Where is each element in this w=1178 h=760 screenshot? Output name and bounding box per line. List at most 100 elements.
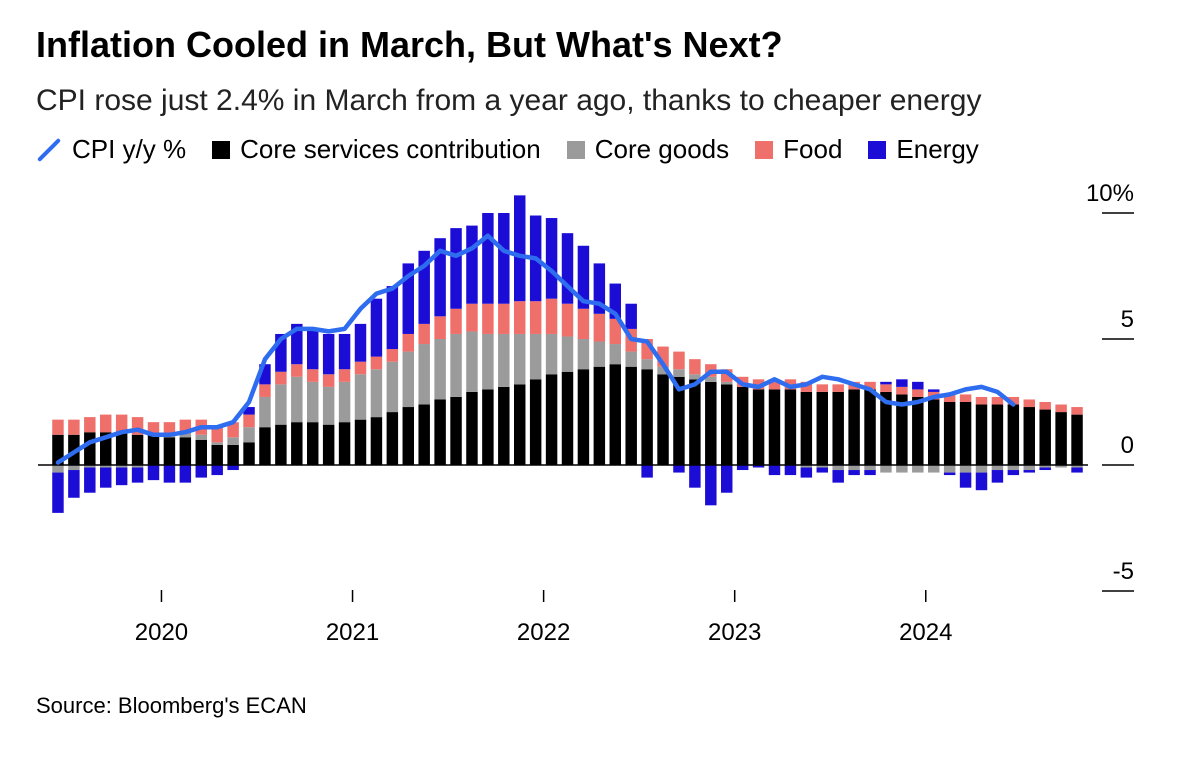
bar-core-services-contribution xyxy=(705,381,717,465)
bar-core-goods xyxy=(386,361,399,413)
bar-core-goods xyxy=(975,465,988,473)
y-tick-label: -5 xyxy=(1113,558,1134,585)
bar-core-goods xyxy=(418,344,430,405)
bar-food xyxy=(275,371,287,385)
bar-core-services-contribution xyxy=(1055,412,1067,465)
bar-energy xyxy=(163,465,176,483)
legend-label-cpi: CPI y/y % xyxy=(72,134,187,164)
bar-food xyxy=(211,427,223,443)
x-tick-label: 2022 xyxy=(517,619,570,646)
bar-core-services-contribution xyxy=(370,417,383,465)
bar-core-goods xyxy=(466,331,478,392)
bar-food xyxy=(975,396,988,405)
bar-energy xyxy=(84,467,96,493)
legend-label-energy: Energy xyxy=(896,134,979,164)
bar-energy xyxy=(641,465,653,478)
bar-energy xyxy=(147,465,160,481)
bar-food xyxy=(163,422,176,435)
bar-core-services-contribution xyxy=(450,396,462,465)
bar-energy xyxy=(689,465,701,488)
bar-core-goods xyxy=(131,465,144,468)
bar-food xyxy=(227,422,239,438)
bar-food xyxy=(115,414,128,433)
y-tick-label: 5 xyxy=(1121,306,1134,333)
bar-energy xyxy=(370,298,383,357)
bar-food xyxy=(880,384,892,392)
bar-core-goods xyxy=(657,366,669,375)
bar-core-services-contribution xyxy=(625,366,637,465)
bar-core-goods xyxy=(1023,465,1036,471)
bar-energy xyxy=(800,467,813,478)
bar-energy xyxy=(386,286,399,350)
bar-core-services-contribution xyxy=(561,371,574,465)
bar-food xyxy=(529,301,542,334)
bar-energy xyxy=(768,465,781,476)
bar-food xyxy=(784,379,797,390)
bar-core-services-contribution xyxy=(991,404,1004,465)
bar-core-services-contribution xyxy=(545,374,558,465)
bar-food xyxy=(832,384,844,392)
bar-core-goods xyxy=(689,374,701,380)
bar-core-services-contribution xyxy=(291,422,303,465)
bar-core-goods xyxy=(880,465,892,473)
bar-core-services-contribution xyxy=(1039,409,1051,465)
bar-core-goods xyxy=(306,381,319,423)
bar-core-services-contribution xyxy=(912,396,924,465)
bar-energy xyxy=(195,465,208,478)
bar-core-goods xyxy=(529,333,542,380)
bar-energy xyxy=(291,323,303,365)
bar-core-goods xyxy=(179,432,192,438)
bar-food xyxy=(259,384,271,397)
bar-energy xyxy=(1039,467,1051,471)
bar-energy xyxy=(577,245,590,309)
bar-food xyxy=(243,414,255,428)
bar-food xyxy=(52,419,64,435)
bar-food xyxy=(1039,402,1051,410)
bar-food xyxy=(434,316,446,339)
bar-energy xyxy=(896,379,908,387)
bar-core-services-contribution xyxy=(418,404,430,465)
y-tick-label: 0 xyxy=(1121,432,1134,459)
bar-food xyxy=(641,339,653,360)
bar-core-services-contribution xyxy=(259,427,271,465)
bar-food xyxy=(179,419,192,433)
bar-core-services-contribution xyxy=(673,376,685,465)
bar-energy xyxy=(864,470,876,476)
legend-swatch-food-icon xyxy=(755,140,774,159)
bar-core-goods xyxy=(705,376,717,382)
bar-core-goods xyxy=(227,437,239,445)
legend-item-core-services: Core services contribution xyxy=(212,134,541,165)
bar-food xyxy=(84,417,96,433)
bar-food xyxy=(322,374,335,387)
bar-energy xyxy=(322,333,335,375)
bar-core-services-contribution xyxy=(338,422,351,465)
bar-core-services-contribution xyxy=(1007,404,1020,465)
bar-core-goods xyxy=(370,369,383,418)
bar-food xyxy=(338,369,351,382)
bar-energy xyxy=(816,467,829,473)
bar-core-goods xyxy=(927,465,940,473)
bar-food xyxy=(482,303,494,334)
bar-core-services-contribution xyxy=(752,389,765,465)
bar-food xyxy=(959,394,972,402)
bar-core-services-contribution xyxy=(832,391,844,465)
bar-food xyxy=(673,351,685,370)
bar-core-services-contribution xyxy=(609,364,622,465)
bar-core-services-contribution xyxy=(736,386,749,465)
bar-core-goods xyxy=(816,465,829,468)
bar-core-goods xyxy=(800,465,813,468)
bar-core-goods xyxy=(609,344,622,365)
bar-energy xyxy=(880,381,892,385)
legend: CPI y/y % Core services contribution Cor… xyxy=(36,134,979,165)
bar-energy xyxy=(450,228,462,309)
y-tick-label: 10% xyxy=(1086,180,1134,207)
x-tick-label: 2024 xyxy=(899,619,952,646)
bar-core-services-contribution xyxy=(354,419,367,465)
bar-core-goods xyxy=(991,465,1004,471)
bar-food xyxy=(68,419,80,435)
bar-core-services-contribution xyxy=(99,432,112,465)
bar-core-goods xyxy=(593,341,606,367)
bar-food xyxy=(418,323,430,345)
bar-core-services-contribution xyxy=(211,444,223,465)
bar-core-goods xyxy=(275,384,287,425)
